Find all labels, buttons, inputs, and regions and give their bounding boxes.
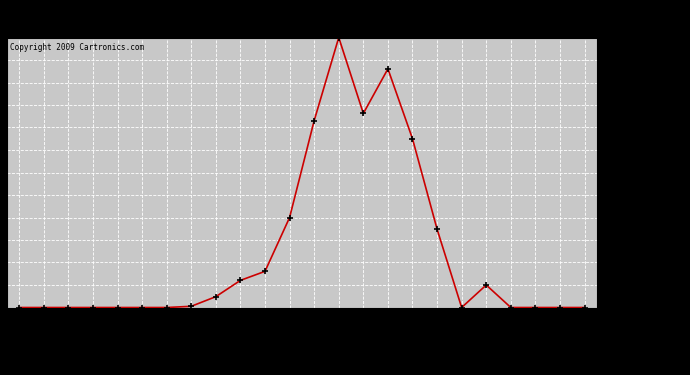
Text: Average Solar Radiation per Hour W/m2 (Last 24 Hours) 20091021: Average Solar Radiation per Hour W/m2 (L…: [71, 11, 536, 24]
Text: Copyright 2009 Cartronics.com: Copyright 2009 Cartronics.com: [10, 43, 144, 52]
